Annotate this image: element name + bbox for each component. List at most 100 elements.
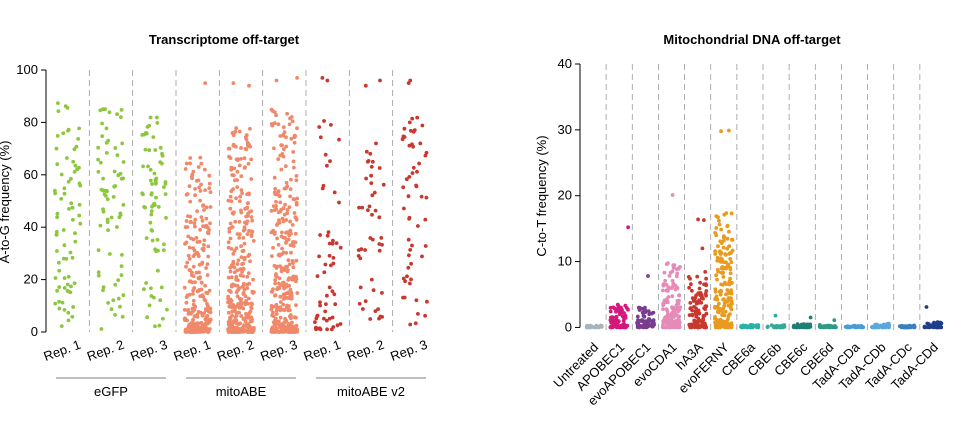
data-point [400,137,405,142]
y-tick-label: 10 [558,254,572,269]
data-point [643,323,647,328]
data-point [272,121,277,126]
data-point [204,216,209,221]
data-point [121,203,126,207]
data-point [326,230,331,235]
data-point [663,325,668,330]
data-point [791,325,796,329]
data-point [189,219,193,224]
data-point [228,269,233,274]
data-point [285,184,290,189]
data-point [363,248,367,252]
outlier-point [702,218,706,223]
group-label: eGFP [94,384,128,399]
data-point [670,294,675,299]
data-point [719,227,723,232]
data-point [65,106,70,110]
data-point [197,270,202,275]
data-point [241,291,246,295]
data-point [406,265,411,270]
category-label: Rep. 1 [42,337,83,364]
data-point [98,108,103,113]
data-point [702,313,707,318]
data-point [147,303,152,308]
data-point [204,223,209,228]
data-point [98,223,103,228]
data-point [278,294,283,299]
data-point [141,164,146,169]
data-point [73,239,78,244]
data-point [187,292,192,297]
data-point [729,250,733,255]
data-point [155,115,159,120]
data-point [237,220,242,224]
data-point [275,305,280,310]
data-point [237,310,242,315]
data-point [186,308,191,312]
data-point [373,309,378,313]
data-point [289,136,294,141]
data-point [318,233,322,237]
data-point [226,275,231,280]
data-point [677,293,682,298]
data-point [677,323,681,328]
data-point [230,275,234,280]
data-point [294,279,298,284]
data-point [331,256,336,260]
data-point [108,252,112,256]
data-point [269,209,274,213]
data-point [241,236,246,240]
data-point [729,211,734,216]
data-point [70,255,75,260]
data-point [723,309,728,314]
data-point [938,325,942,330]
data-point [797,324,802,329]
data-point [61,131,66,136]
data-point [96,273,101,278]
data-point [714,273,718,278]
data-point [284,180,289,185]
data-point [663,278,668,283]
data-point [78,221,83,226]
data-point [716,269,721,274]
data-point [322,119,326,123]
data-point [154,181,158,186]
data-point [728,271,733,276]
data-point [925,321,930,326]
data-point [96,169,101,174]
data-point [239,174,244,179]
data-point [406,194,411,199]
data-point [689,282,693,287]
data-point [401,134,406,139]
data-point [370,159,375,164]
data-point [692,318,697,323]
group-label: mitoABE v2 [337,384,405,399]
data-point [116,278,121,282]
data-point [160,153,165,158]
data-point [608,305,613,310]
data-point [191,317,195,322]
data-point [673,319,678,323]
data-point [327,285,332,290]
data-point [165,307,169,312]
outlier-point [295,76,299,80]
data-point [722,238,726,243]
data-point [231,303,236,307]
data-point [198,198,203,203]
data-point [724,282,729,286]
data-point [199,161,204,166]
data-point [77,213,82,218]
data-point [725,236,730,241]
data-point [274,326,279,331]
data-point [317,326,322,331]
data-point [206,329,211,334]
data-point [588,325,593,330]
data-point [324,302,328,306]
data-point [380,291,384,295]
data-point [66,179,71,184]
data-point [244,137,249,142]
data-point [204,266,209,270]
data-point [635,320,639,325]
data-point [229,324,233,329]
data-point [285,111,289,116]
